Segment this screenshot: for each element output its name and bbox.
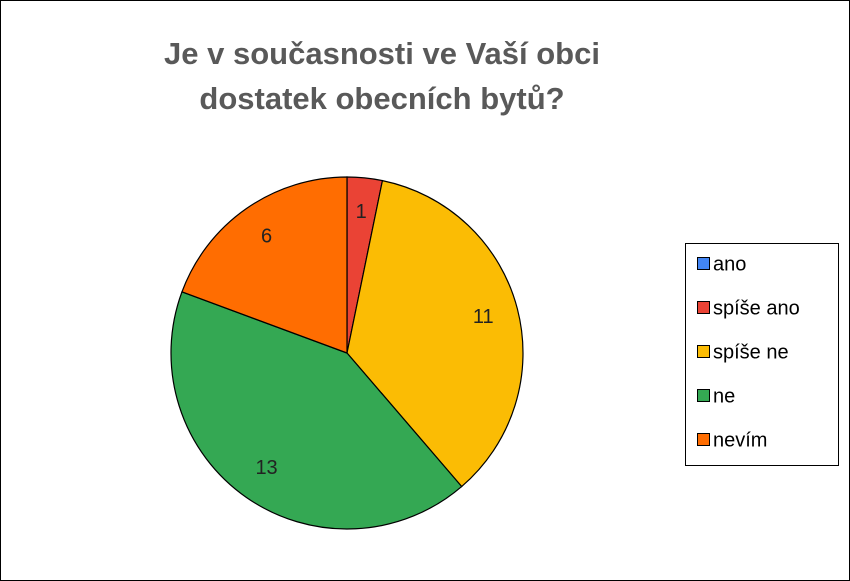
legend-swatch [697,301,710,314]
data-label: 1 [356,201,367,223]
legend-swatch [697,345,710,358]
pie-slice [181,176,348,354]
legend-box [685,243,839,466]
data-label: 13 [255,457,277,479]
legend-swatch [697,433,710,446]
legend-label: ne [713,385,735,407]
legend-label: ano [713,253,746,275]
legend-label: nevím [713,429,767,451]
pie-slice [346,179,524,488]
legend-label: spíše ano [713,297,800,319]
chart-title: Je v současnosti ve Vaší obci [164,36,600,71]
data-label: 6 [261,226,272,248]
data-label: 11 [473,306,494,328]
pie-slice [170,291,463,530]
legend-swatch [697,257,710,270]
chart-title: dostatek obecních bytů? [199,81,564,116]
legend-label: spíše ne [713,341,789,363]
legend-swatch [697,389,710,402]
